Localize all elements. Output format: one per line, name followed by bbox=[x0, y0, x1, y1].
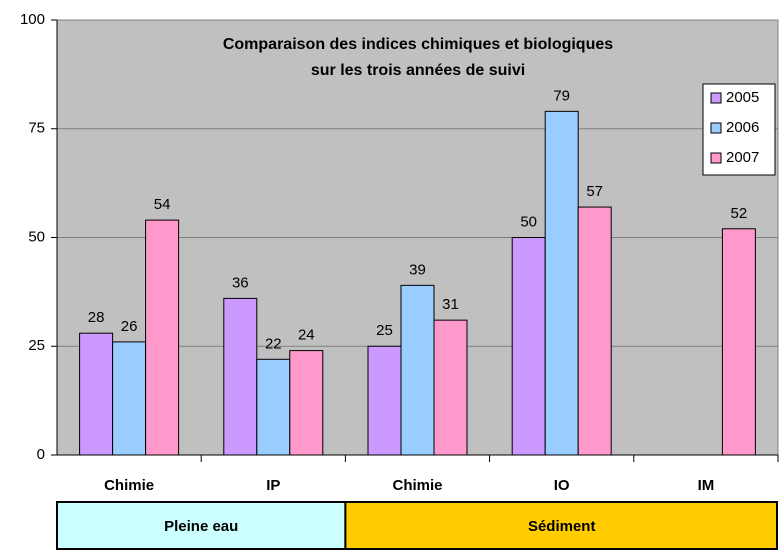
x-tick-label: IM bbox=[698, 477, 715, 494]
y-tick-label: 25 bbox=[28, 337, 45, 354]
chart-title: sur les trois années de suivi bbox=[311, 62, 525, 79]
bar bbox=[433, 319, 468, 456]
y-tick-label: 50 bbox=[28, 228, 45, 245]
x-tick-label: IP bbox=[266, 477, 280, 494]
bar bbox=[289, 350, 324, 456]
legend-swatch bbox=[710, 122, 722, 134]
data-label: 26 bbox=[121, 318, 138, 335]
data-label: 22 bbox=[265, 335, 282, 352]
data-label: 36 bbox=[232, 274, 249, 291]
data-label: 52 bbox=[731, 205, 748, 222]
legend-label: 2007 bbox=[726, 149, 759, 166]
bar bbox=[145, 219, 180, 456]
legend-label: 2006 bbox=[726, 119, 759, 136]
legend-label: 2005 bbox=[726, 89, 759, 106]
data-label: 39 bbox=[409, 261, 426, 278]
data-label: 79 bbox=[553, 87, 570, 104]
bar bbox=[577, 206, 612, 456]
data-label: 54 bbox=[154, 196, 171, 213]
y-tick-label: 75 bbox=[28, 120, 45, 137]
data-label: 28 bbox=[88, 309, 105, 326]
data-label: 25 bbox=[376, 322, 393, 339]
data-label: 57 bbox=[586, 183, 603, 200]
y-tick-label: 0 bbox=[37, 446, 45, 463]
bar bbox=[400, 284, 435, 456]
bar bbox=[544, 110, 579, 456]
x-tick-label: IO bbox=[554, 477, 570, 494]
bar bbox=[112, 341, 147, 456]
group-box bbox=[344, 501, 778, 550]
x-tick-label: Chimie bbox=[392, 477, 442, 494]
legend-swatch bbox=[710, 92, 722, 104]
data-label: 31 bbox=[442, 296, 459, 313]
legend-swatch bbox=[710, 152, 722, 164]
y-tick-label: 100 bbox=[20, 11, 45, 28]
bar bbox=[79, 332, 114, 456]
data-label: 24 bbox=[298, 327, 315, 344]
group-label: Pleine eau bbox=[164, 518, 238, 535]
bar bbox=[367, 345, 402, 456]
data-label: 50 bbox=[520, 213, 537, 230]
x-tick-label: Chimie bbox=[104, 477, 154, 494]
group-label: Sédiment bbox=[528, 518, 596, 535]
bar bbox=[256, 358, 291, 456]
bar bbox=[511, 237, 546, 456]
chart-title: Comparaison des indices chimiques et bio… bbox=[223, 36, 613, 53]
bar bbox=[223, 297, 258, 456]
bar bbox=[721, 228, 756, 456]
